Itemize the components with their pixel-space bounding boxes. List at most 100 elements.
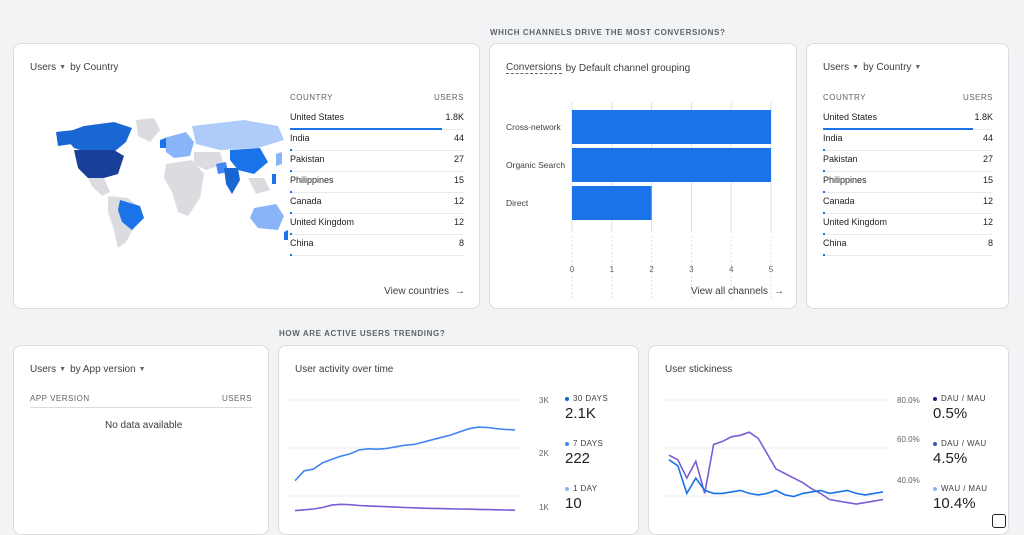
- share-bar: [823, 149, 825, 151]
- table-row[interactable]: United States 1.8K: [823, 112, 993, 130]
- users-value: 15: [453, 175, 464, 185]
- legend-dot-icon: [565, 396, 569, 401]
- table-row[interactable]: Pakistan 27: [823, 154, 993, 172]
- legend-value: 10: [565, 495, 582, 512]
- view-countries-link[interactable]: View countries →: [384, 286, 465, 297]
- country-name: United States: [823, 112, 878, 122]
- y-tick-label: 3K: [539, 396, 549, 405]
- table-row[interactable]: United States 1.8K: [290, 112, 464, 130]
- no-data-message: No data available: [105, 420, 183, 431]
- legend-label-text: 7 DAYS: [573, 439, 604, 448]
- table-header: COUNTRY USERS: [290, 93, 464, 102]
- table-row[interactable]: China 8: [290, 238, 464, 256]
- legend-label-text: DAU / MAU: [941, 394, 986, 403]
- country-name: United Kingdom: [290, 217, 355, 227]
- bar[interactable]: [572, 186, 652, 220]
- dimension-label: by Country: [70, 62, 119, 73]
- card-title: Users ▼ by Country: [30, 62, 118, 73]
- legend-label-text: WAU / MAU: [941, 484, 988, 493]
- users-by-country-card-2: Users ▼ by Country ▼ COUNTRY USERS Unite…: [806, 43, 1009, 309]
- column-header-app-version: APP VERSION: [30, 394, 90, 403]
- bar[interactable]: [572, 148, 771, 182]
- metric-label: Users: [30, 62, 57, 73]
- legend-value: 2.1K: [565, 405, 596, 422]
- table-header: APP VERSION USERS: [30, 394, 252, 408]
- share-bar: [290, 149, 292, 151]
- x-tick-label: 4: [729, 265, 734, 274]
- legend-item: 1 DAY 10: [565, 484, 598, 512]
- y-tick-label: 60.0%: [897, 435, 920, 444]
- legend-dot-icon: [933, 441, 937, 446]
- caret-down-icon: ▼: [59, 366, 67, 373]
- table-row[interactable]: Pakistan 27: [290, 154, 464, 172]
- dimension-dropdown[interactable]: by Country ▼: [863, 62, 921, 73]
- map-usa: [74, 150, 124, 178]
- user-stickiness-card: User stickiness 80.0% 60.0% 40.0% DAU / …: [648, 345, 1009, 535]
- column-header-country: COUNTRY: [823, 93, 866, 102]
- arrow-right-icon: →: [774, 286, 784, 297]
- metric-dropdown[interactable]: Users ▼: [823, 62, 859, 73]
- table-row[interactable]: India 44: [290, 133, 464, 151]
- view-all-channels-link[interactable]: View all channels →: [691, 286, 784, 297]
- conversions-bar-chart: 0 1 2 3 4 5 Cross-network Organic Search Direct: [506, 102, 774, 299]
- country-name: Pakistan: [290, 154, 325, 164]
- column-header-country: COUNTRY: [290, 93, 333, 102]
- section-title-trending: HOW ARE ACTIVE USERS TRENDING?: [279, 329, 446, 338]
- share-bar: [823, 128, 973, 130]
- legend-label: 30 DAYS: [565, 394, 608, 403]
- series-line: [668, 459, 884, 498]
- table-row[interactable]: Canada 12: [290, 196, 464, 214]
- x-tick-label: 0: [570, 265, 575, 274]
- category-label: Cross-network: [506, 122, 562, 132]
- table-row[interactable]: Philippines 15: [290, 175, 464, 193]
- legend-dot-icon: [565, 486, 569, 491]
- legend-label: DAU / WAU: [933, 439, 987, 448]
- user-activity-card: User activity over time 3K 2K 1K 30 DAYS…: [278, 345, 639, 535]
- users-value: 44: [453, 133, 464, 143]
- metric-label: Users: [30, 364, 57, 375]
- table-row[interactable]: United Kingdom 12: [823, 217, 993, 235]
- series-line: [294, 503, 516, 512]
- legend-label: 1 DAY: [565, 484, 598, 493]
- legend-label-text: 1 DAY: [573, 484, 598, 493]
- legend-item: 30 DAYS 2.1K: [565, 394, 608, 422]
- user-activity-line-chart: [289, 399, 521, 512]
- column-header-users: USERS: [433, 93, 464, 102]
- feedback-icon[interactable]: [992, 514, 1006, 528]
- users-value: 1.8K: [974, 112, 993, 122]
- user-stickiness-line-chart: [663, 399, 889, 505]
- country-name: Canada: [290, 196, 322, 206]
- caret-down-icon: ▼: [59, 64, 67, 71]
- table-row[interactable]: China 8: [823, 238, 993, 256]
- bar[interactable]: [572, 110, 771, 144]
- metric-link[interactable]: Conversions: [506, 62, 562, 74]
- legend-value: 10.4%: [933, 495, 976, 512]
- dimension-dropdown[interactable]: by App version ▼: [70, 364, 146, 375]
- metric-dropdown[interactable]: Users ▼: [30, 62, 66, 73]
- map-greenland: [136, 118, 160, 142]
- map-africa: [164, 160, 204, 216]
- map-china: [230, 148, 268, 174]
- table-row[interactable]: Philippines 15: [823, 175, 993, 193]
- table-row[interactable]: India 44: [823, 133, 993, 151]
- section-title-channels: WHICH CHANNELS DRIVE THE MOST CONVERSION…: [490, 28, 726, 37]
- legend-value: 222: [565, 450, 591, 467]
- metric-dropdown[interactable]: Users ▼: [30, 364, 66, 375]
- table-row[interactable]: Canada 12: [823, 196, 993, 214]
- legend-dot-icon: [565, 441, 569, 446]
- country-name: Canada: [823, 196, 855, 206]
- legend-item: DAU / MAU 0.5%: [933, 394, 986, 422]
- card-title: User activity over time: [295, 364, 393, 375]
- legend-dot-icon: [933, 396, 937, 401]
- card-title: Users ▼ by App version ▼: [30, 364, 146, 375]
- country-name: India: [823, 133, 843, 143]
- column-header-users: USERS: [962, 93, 993, 102]
- view-all-channels-label: View all channels: [690, 286, 768, 297]
- table-row[interactable]: United Kingdom 12: [290, 217, 464, 235]
- users-value: 8: [987, 238, 993, 248]
- map-europe: [164, 132, 194, 158]
- caret-down-icon: ▼: [138, 366, 146, 373]
- table-header: COUNTRY USERS: [823, 93, 993, 102]
- dimension-label: by App version: [70, 364, 136, 375]
- share-bar: [290, 212, 292, 214]
